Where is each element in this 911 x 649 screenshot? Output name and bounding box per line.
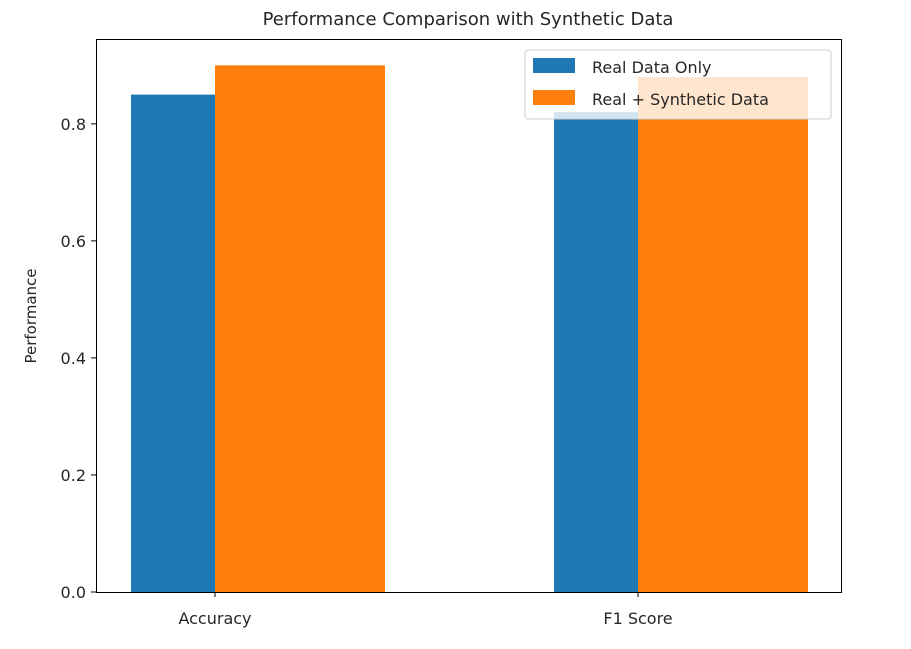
bar-real-accuracy [131, 94, 215, 592]
y-tick-label: 0.8 [61, 115, 86, 134]
y-tick-label: 0.0 [61, 583, 86, 602]
legend: Real Data Only Real + Synthetic Data [524, 49, 832, 120]
x-tick-label: Accuracy [178, 609, 251, 628]
y-tick-label: 0.4 [61, 349, 86, 368]
y-tick-label: 0.6 [61, 232, 86, 251]
bar-synthetic-accuracy [215, 65, 385, 593]
legend-label-real: Real Data Only [592, 58, 712, 77]
legend-swatch-synthetic [533, 90, 575, 105]
x-tick-label: F1 Score [603, 609, 672, 628]
y-axis-label: Performance [22, 268, 40, 363]
legend-swatch-real [533, 58, 575, 73]
chart-title: Performance Comparison with Synthetic Da… [263, 9, 674, 30]
bar-synthetic-f1-score [638, 77, 808, 592]
y-tick-label: 0.2 [61, 466, 86, 485]
axes-frame [96, 39, 842, 593]
legend-label-synthetic: Real + Synthetic Data [592, 90, 769, 109]
legend-box [524, 49, 832, 120]
bar-real-f1-score [554, 112, 638, 593]
